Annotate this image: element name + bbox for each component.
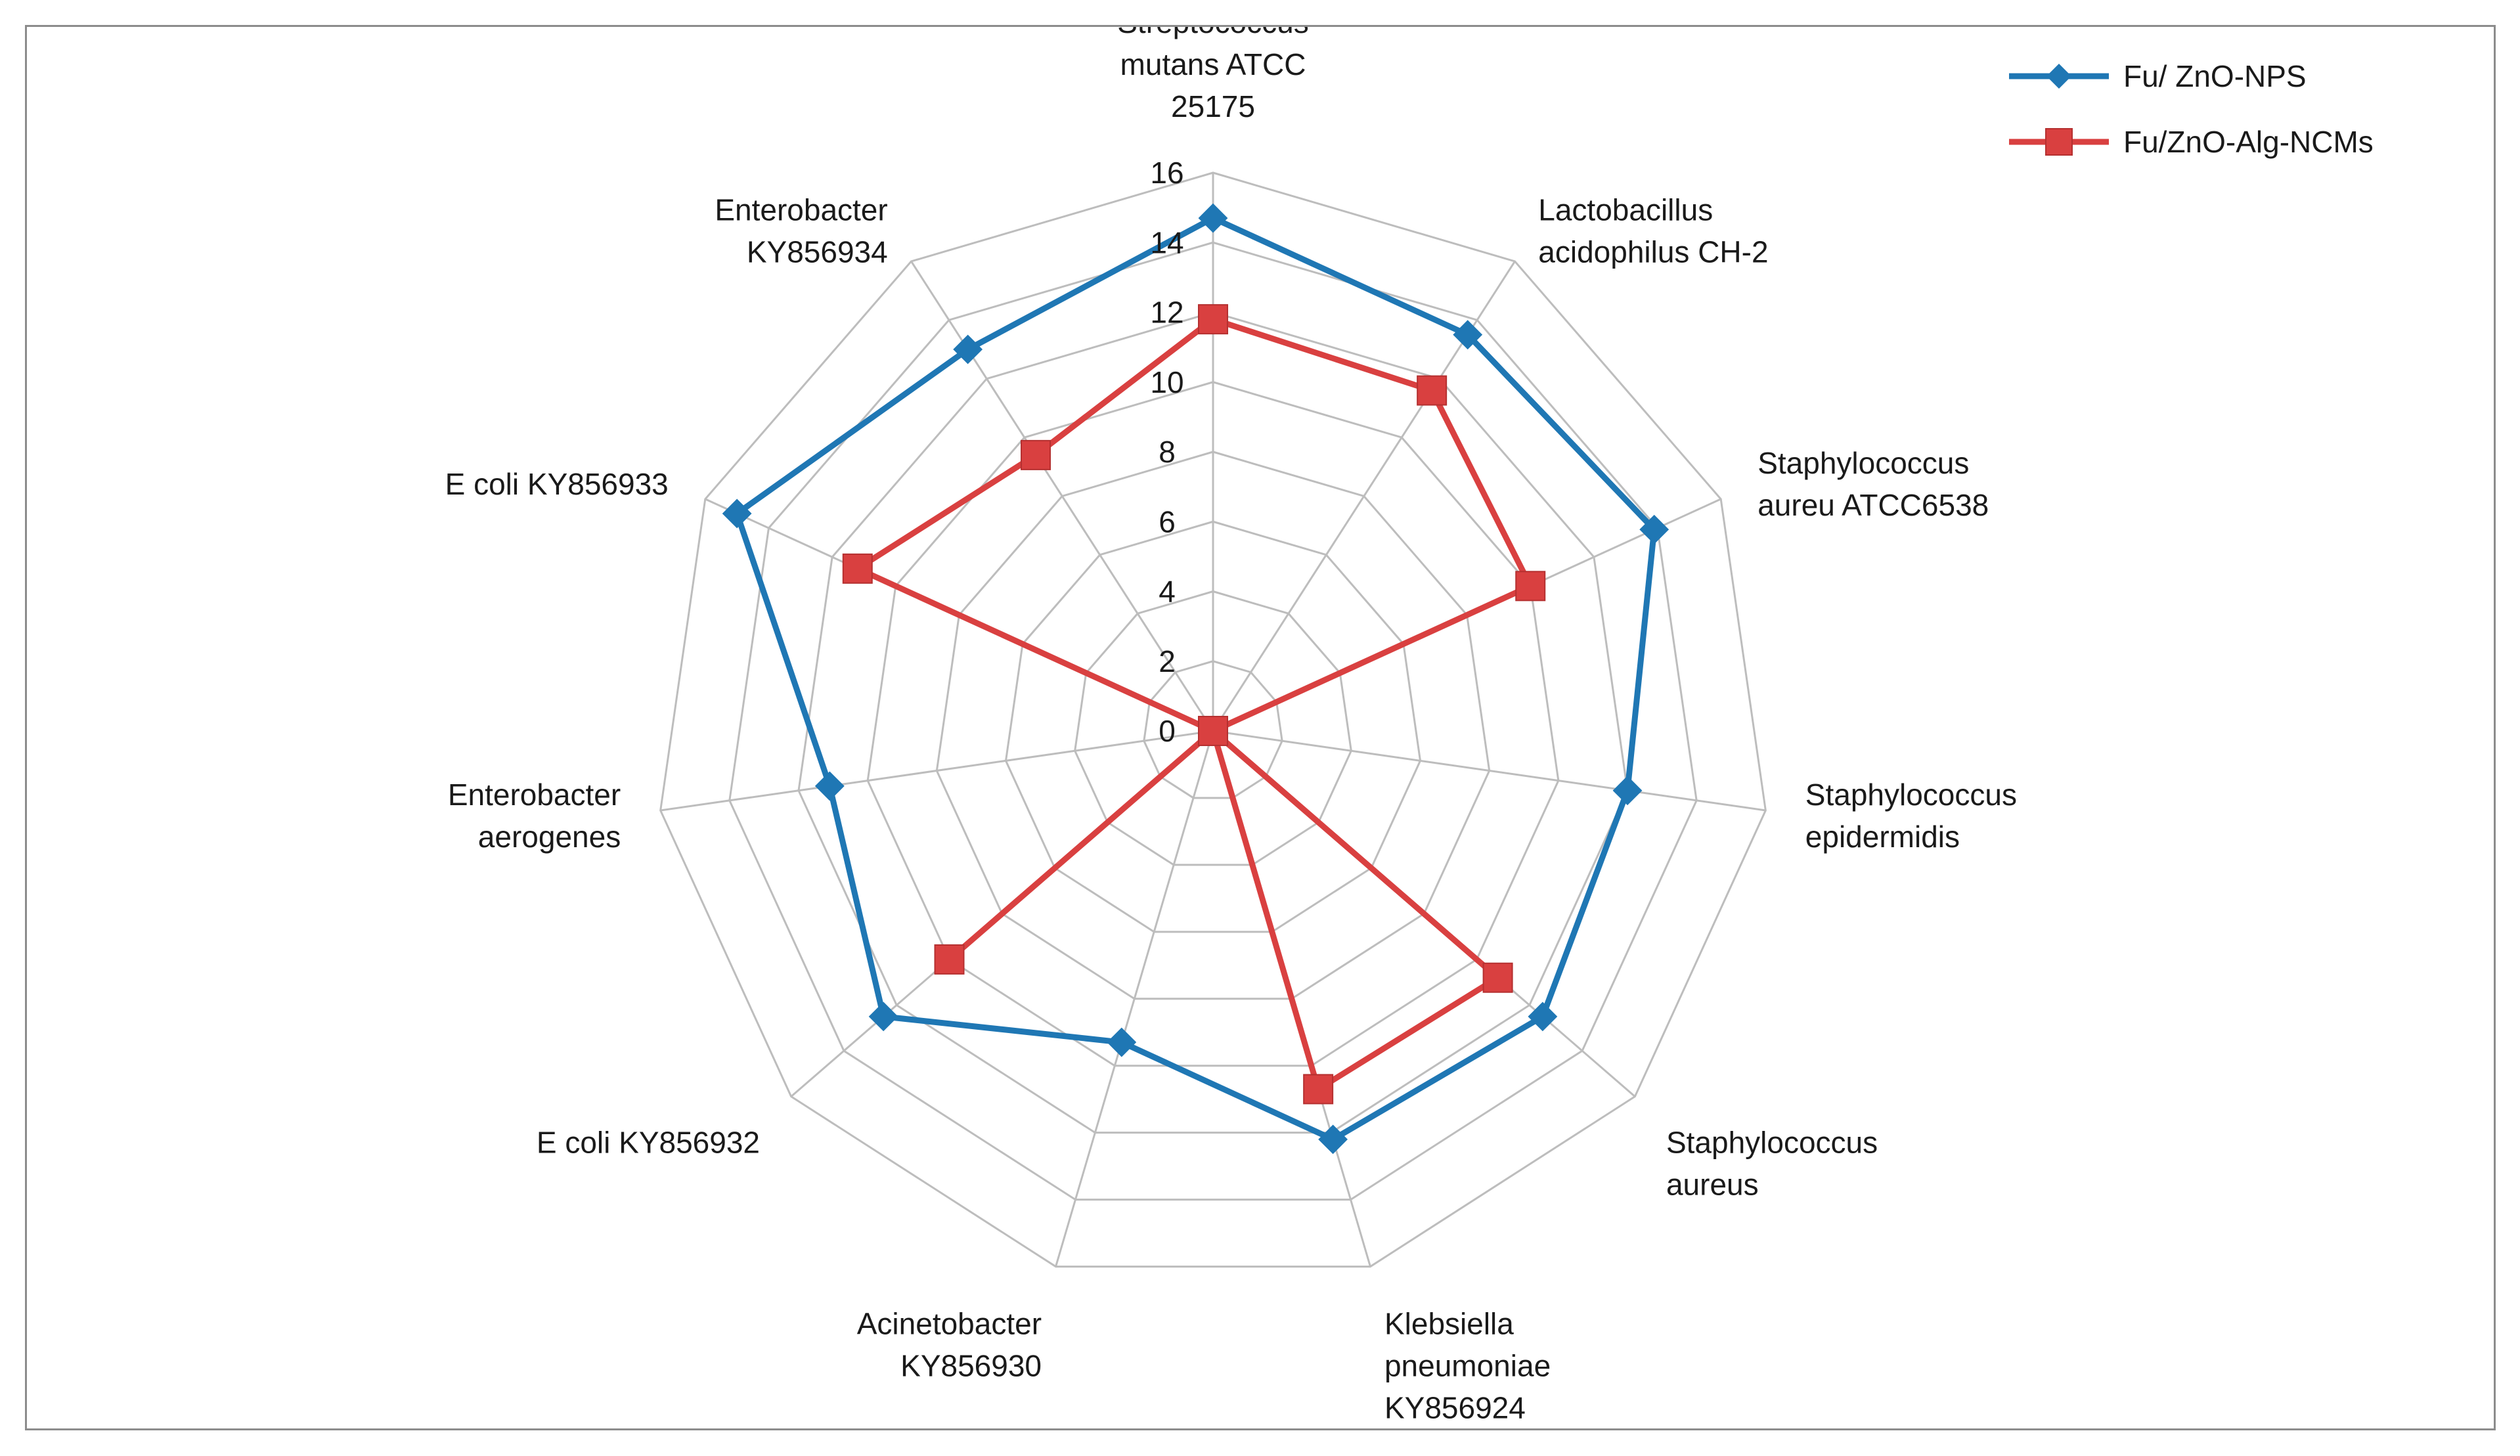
- data-point: [1021, 439, 1051, 470]
- category-label-line: aureu ATCC6538: [1757, 488, 1989, 522]
- data-point: [842, 553, 873, 584]
- tick-label: 2: [1159, 644, 1176, 678]
- data-point: [953, 334, 983, 364]
- tick-label: 4: [1159, 575, 1176, 609]
- data-point: [1612, 776, 1643, 806]
- grid-ring: [866, 381, 1560, 1067]
- data-point: [1318, 1124, 1348, 1155]
- tick-label: 8: [1159, 435, 1176, 469]
- category-label: Enterobacter aerogenes: [448, 778, 621, 854]
- data-point: [1453, 320, 1483, 350]
- category-label: Lactobacillus acidophilus CH-2: [1538, 193, 1768, 269]
- grid-ring: [659, 171, 1767, 1268]
- grid-ring: [1074, 590, 1352, 866]
- category-label-line: Staphylococcus: [1666, 1126, 1878, 1160]
- category-label: Staphylococcus epidermidis: [1805, 778, 2017, 854]
- data-point: [1528, 1002, 1558, 1032]
- grid-spoke: [1212, 730, 1766, 812]
- tick-label: 16: [1150, 156, 1183, 190]
- grid-spoke: [1055, 730, 1214, 1267]
- data-point: [1107, 1027, 1137, 1057]
- legend-marker: [2045, 128, 2073, 156]
- category-label-line: pneumoniae: [1384, 1348, 1551, 1382]
- data-point: [814, 771, 845, 801]
- data-point: [722, 498, 752, 529]
- category-label-line: Acinetobacter: [857, 1306, 1042, 1340]
- category-label-line: E coli KY856933: [445, 467, 669, 501]
- category-label-line: mutans ATCC: [1120, 47, 1306, 81]
- data-point: [868, 1002, 898, 1032]
- category-label-line: Staphylococcus: [1805, 778, 2017, 812]
- series-layer: [722, 203, 1669, 1155]
- category-label-line: Streptococcus: [1117, 27, 1308, 39]
- category-label-line: Staphylococcus: [1757, 446, 1969, 480]
- grid-ring: [797, 311, 1629, 1134]
- series-line: [854, 316, 1534, 1092]
- category-label-line: 25175: [1171, 89, 1255, 123]
- tick-label: 6: [1159, 504, 1176, 539]
- category-labels: Streptococcus mutans ATCC 25175 Lactobacill…: [445, 27, 2017, 1424]
- category-label-line: E coli KY856932: [537, 1126, 760, 1160]
- category-label: Acinetobacter KY856930: [857, 1306, 1042, 1382]
- legend-marker: [2046, 64, 2071, 89]
- data-point: [1482, 962, 1513, 993]
- data-point: [1198, 304, 1228, 335]
- data-point: [1639, 514, 1669, 544]
- grid-ring: [1143, 660, 1283, 799]
- data-point: [1198, 203, 1228, 233]
- category-label-line: Enterobacter: [448, 778, 621, 812]
- legend-item: Fu/ ZnO-NPS: [2009, 59, 2307, 93]
- category-label-line: aureus: [1666, 1168, 1759, 1202]
- chart-frame: 0 2 4 6 8 10 12 14 16 Streptococcus mutans ATCC 25…: [25, 25, 2496, 1430]
- category-label-line: acidophilus CH-2: [1538, 235, 1768, 269]
- category-label: Staphylococcus aureus: [1666, 1126, 1878, 1202]
- category-label-line: KY856934: [747, 235, 888, 269]
- series-1: [722, 203, 1669, 1155]
- grid-spoke: [660, 730, 1214, 812]
- legend-label: Fu/ ZnO-NPS: [2123, 59, 2307, 93]
- legend-label: Fu/ZnO-Alg-NCMs: [2123, 125, 2374, 159]
- tick-label: 10: [1150, 365, 1183, 399]
- data-point: [1417, 375, 1448, 406]
- grid-ring: [1004, 520, 1422, 933]
- category-label: E coli KY856932: [537, 1126, 760, 1160]
- category-label: Streptococcus mutans ATCC 25175: [1117, 27, 1308, 123]
- radar-chart: 0 2 4 6 8 10 12 14 16 Streptococcus mutans ATCC 25…: [445, 27, 2374, 1424]
- data-point: [1303, 1074, 1334, 1105]
- category-label-line: KY856930: [900, 1348, 1042, 1382]
- category-label-line: Enterobacter: [715, 193, 887, 227]
- data-point: [1515, 571, 1546, 602]
- tick-labels: 0 2 4 6 8 10 12 14 16: [1150, 156, 1183, 748]
- tick-label: 0: [1159, 714, 1176, 748]
- legend-item: Fu/ZnO-Alg-NCMs: [2009, 125, 2374, 159]
- category-label: Klebsiella pneumoniae KY856924: [1384, 1306, 1551, 1424]
- series-line: [734, 215, 1658, 1143]
- category-label-line: aerogenes: [478, 820, 621, 854]
- grid-spoke: [910, 261, 1214, 732]
- category-label: Enterobacter KY856934: [715, 193, 887, 269]
- category-label-line: Klebsiella: [1384, 1306, 1514, 1340]
- tick-label: 12: [1150, 296, 1183, 330]
- legend: Fu/ ZnO-NPS Fu/ZnO-Alg-NCMs: [2009, 59, 2374, 159]
- category-label-line: Lactobacillus: [1538, 193, 1713, 227]
- series-2: [842, 304, 1546, 1105]
- category-label-line: KY856924: [1384, 1390, 1526, 1424]
- grid-ring: [728, 241, 1698, 1201]
- tick-label: 14: [1150, 225, 1183, 259]
- data-point: [1198, 716, 1228, 746]
- category-label: Staphylococcus aureu ATCC6538: [1757, 446, 1989, 522]
- grid-ring: [935, 451, 1491, 1000]
- data-point: [934, 944, 965, 975]
- category-label-line: epidermidis: [1805, 820, 1960, 854]
- category-label: E coli KY856933: [445, 467, 669, 501]
